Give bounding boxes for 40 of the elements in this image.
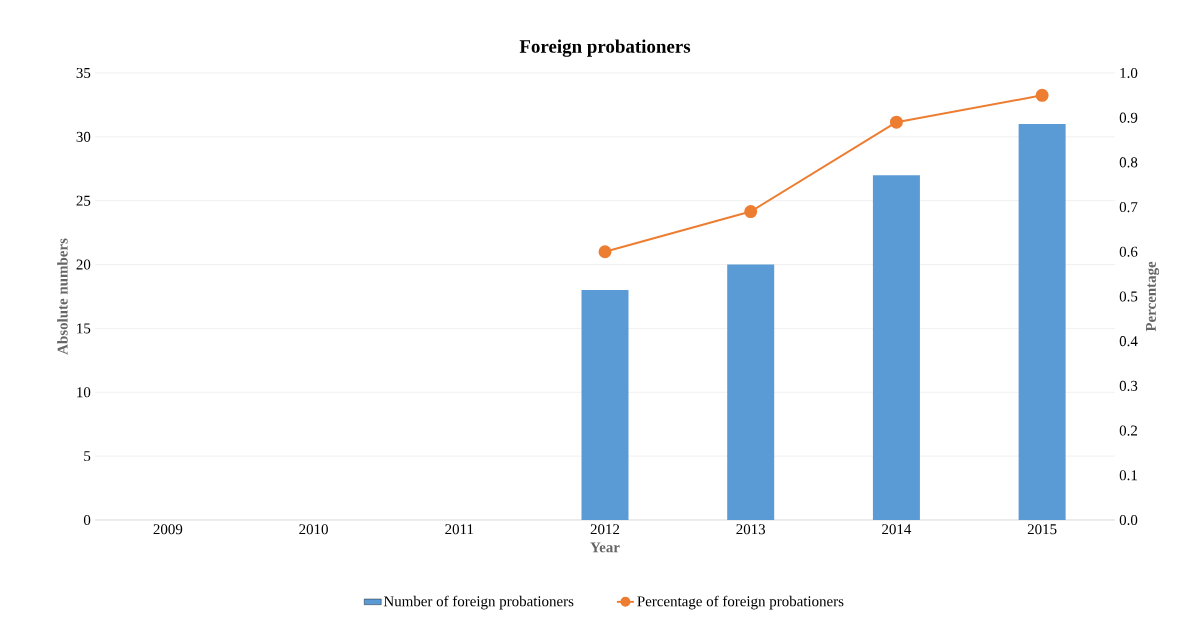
y2-tick-label: 0.4: [1119, 336, 1138, 347]
x-tick-label: 2015: [1027, 524, 1057, 535]
y-tick-label: 20: [76, 259, 91, 270]
y2-tick-label: 0.6: [1119, 246, 1138, 257]
x-tick-label: 2010: [299, 524, 328, 535]
y2-tick-label: 0.8: [1119, 157, 1138, 168]
x-tick-label: 2014: [882, 524, 912, 535]
bar: [727, 264, 775, 520]
x-tick-label: 2013: [736, 524, 766, 535]
chart-title: Foreign probationers: [519, 39, 691, 57]
x-tick-label: 2012: [590, 524, 620, 535]
y-tick-label: 30: [76, 131, 91, 142]
bar: [1018, 124, 1066, 520]
y-tick-label: 25: [76, 195, 91, 206]
y-tick-label: 10: [77, 387, 91, 398]
y2-tick-label: 0.7: [1119, 202, 1138, 213]
y-tick-label: 0: [83, 514, 91, 526]
x-tick-label: 2011: [445, 524, 474, 535]
y2-tick-label: 0.2: [1119, 425, 1138, 436]
bar: [581, 290, 629, 520]
y2-axis-title: Percentage: [1146, 261, 1160, 332]
y2-tick-label: 0.9: [1119, 112, 1138, 123]
point: [889, 115, 903, 129]
x-axis-title: Year: [590, 542, 620, 553]
bar: [872, 175, 920, 520]
y2-tick-label: 0.0: [1119, 514, 1138, 526]
y-tick-label: 15: [77, 323, 91, 334]
point: [744, 205, 758, 219]
y-tick-label: 35: [76, 67, 91, 78]
x-tick-label: 2009: [153, 524, 183, 535]
y2-tick-label: 0.5: [1119, 291, 1138, 302]
y2-tick-label: 0.1: [1119, 470, 1137, 481]
y-tick-label: 5: [84, 451, 91, 462]
point: [1035, 88, 1049, 102]
point: [598, 245, 612, 259]
legend-label: Percentage of foreign probationers: [637, 595, 844, 610]
y2-tick-label: 0.3: [1119, 380, 1138, 391]
y-axis-title: Absolute numbers: [57, 238, 68, 355]
legend-label: Number of foreign probationers: [383, 595, 574, 610]
y2-tick-label: 1.0: [1120, 67, 1138, 79]
